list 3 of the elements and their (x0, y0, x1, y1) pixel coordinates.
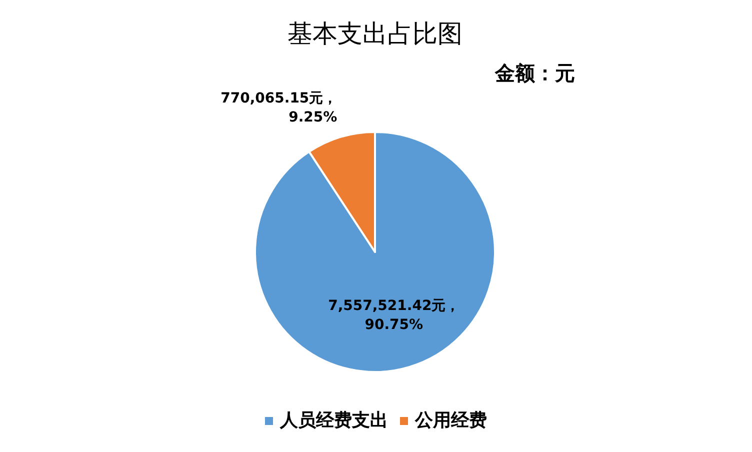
title: 基本支出占比图 (288, 21, 462, 48)
subtitle: 金额：元 (495, 63, 575, 85)
legend-label: 公用经费 (414, 410, 487, 430)
